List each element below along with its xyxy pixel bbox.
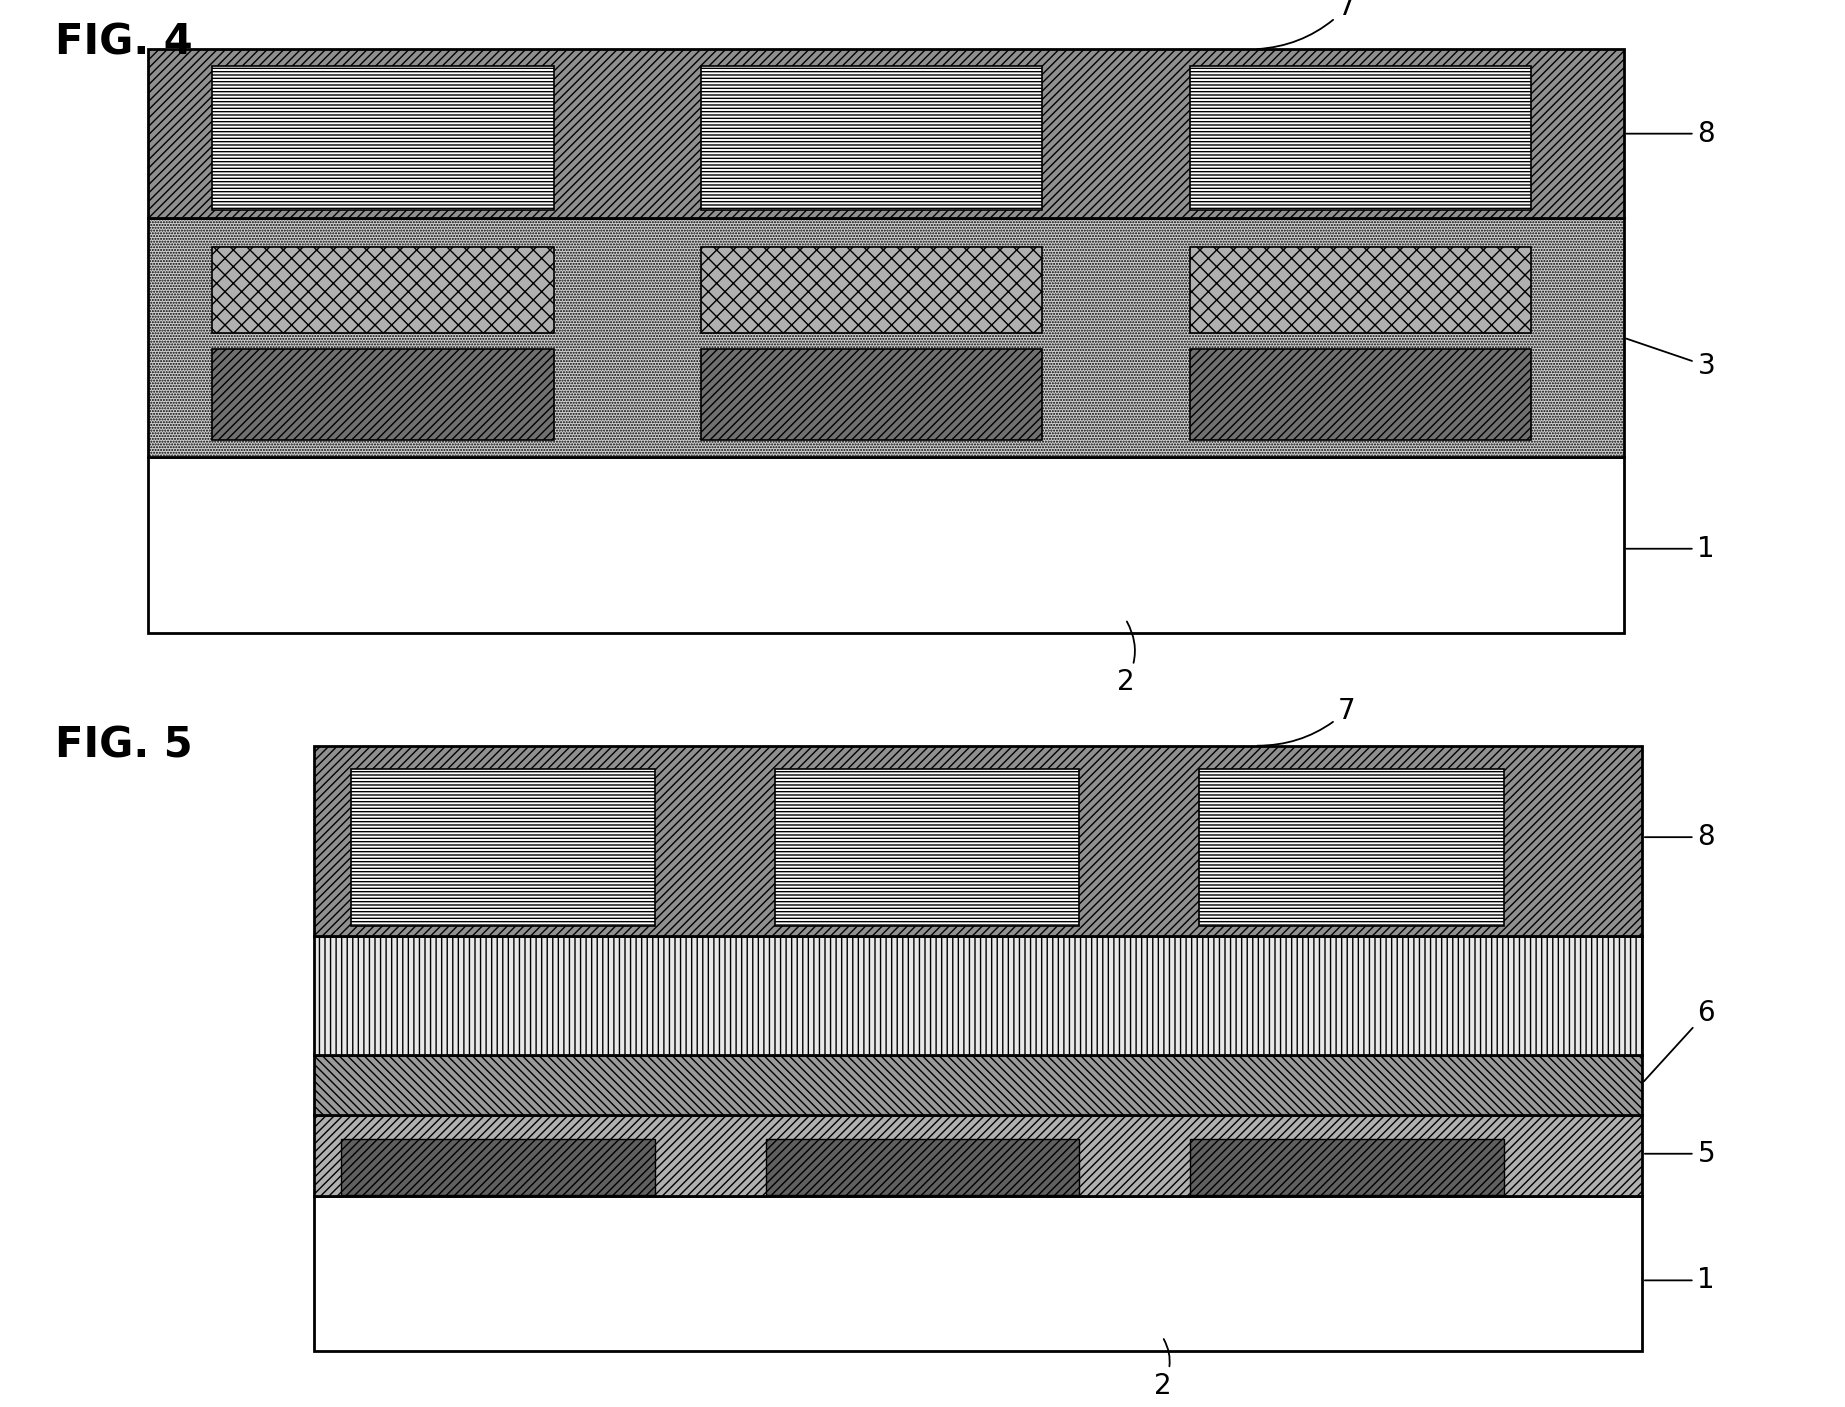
Text: 7: 7 — [1258, 696, 1356, 746]
Bar — [148, 457, 1624, 633]
Bar — [701, 246, 1042, 333]
Bar — [148, 49, 1624, 218]
Text: 6: 6 — [1644, 999, 1716, 1082]
Bar — [314, 1114, 1642, 1196]
Text: 8: 8 — [1646, 823, 1716, 851]
Bar — [341, 1138, 655, 1195]
Bar — [1190, 349, 1531, 439]
Text: FIG. 4: FIG. 4 — [55, 21, 194, 63]
Bar — [766, 1138, 1079, 1195]
Bar — [701, 66, 1042, 210]
Bar — [314, 746, 1642, 936]
Bar — [1190, 246, 1531, 333]
Text: 2: 2 — [1153, 1339, 1172, 1400]
Text: 2: 2 — [1116, 622, 1135, 696]
Bar — [314, 936, 1642, 1055]
Bar — [212, 349, 554, 439]
Text: 1: 1 — [1627, 535, 1716, 563]
Text: FIG. 5: FIG. 5 — [55, 725, 194, 767]
Text: 3: 3 — [1625, 339, 1716, 380]
Text: 1: 1 — [1646, 1266, 1716, 1294]
Bar — [1199, 768, 1504, 926]
Bar — [1190, 66, 1531, 210]
Text: 8: 8 — [1627, 120, 1716, 148]
Text: 5: 5 — [1646, 1140, 1716, 1168]
Bar — [212, 66, 554, 210]
Bar — [1190, 1138, 1504, 1195]
Bar — [148, 218, 1624, 457]
Bar — [212, 246, 554, 333]
Bar — [775, 768, 1079, 926]
Bar — [314, 1196, 1642, 1351]
Bar — [351, 768, 655, 926]
Bar — [701, 349, 1042, 439]
Bar — [314, 1055, 1642, 1114]
Text: 7: 7 — [1258, 0, 1356, 49]
